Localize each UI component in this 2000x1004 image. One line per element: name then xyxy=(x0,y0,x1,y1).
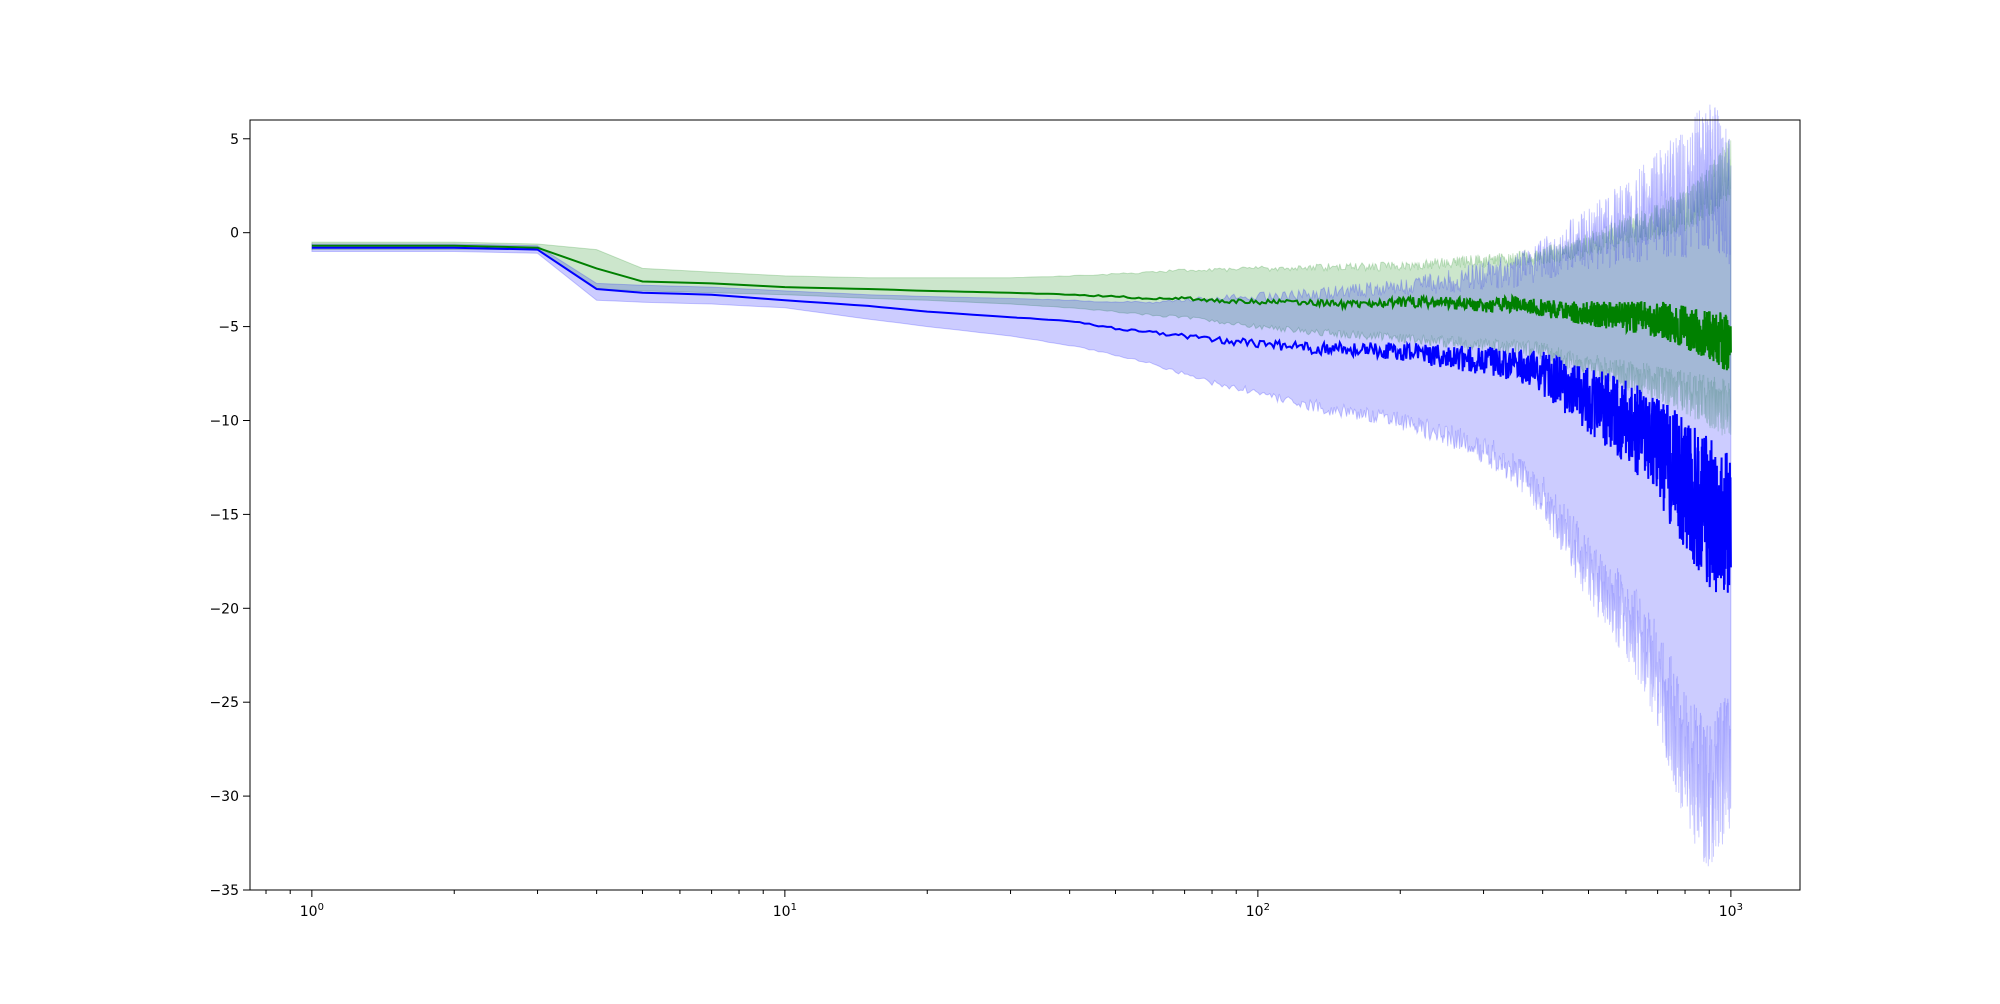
x-tick-label: 100 xyxy=(300,902,324,920)
series-lines xyxy=(311,244,1732,593)
y-axis: 5 0 −5 −10 −15 −20 −25 −30 −35 xyxy=(209,132,250,899)
y-tick-label: −15 xyxy=(209,507,239,523)
line-series-1 xyxy=(311,246,1732,593)
y-tick-label: −30 xyxy=(209,789,239,805)
y-tick-label: −10 xyxy=(209,413,239,429)
confidence-bands xyxy=(311,104,1732,867)
band-series-1 xyxy=(311,104,1732,867)
plot-area-frame xyxy=(249,119,1801,891)
x-tick-label: 103 xyxy=(1719,902,1743,920)
line-series-0 xyxy=(311,244,1732,371)
band-series-0 xyxy=(311,139,1732,436)
x-axis: 100 101 102 103 xyxy=(265,890,1743,920)
y-tick-label: −5 xyxy=(218,320,239,336)
y-tick-label: −35 xyxy=(209,883,239,899)
y-tick-label: −20 xyxy=(209,601,239,617)
y-tick-label: −25 xyxy=(209,695,239,711)
x-tick-label: 101 xyxy=(773,902,797,920)
x-tick-label: 102 xyxy=(1246,902,1270,920)
y-tick-label: 5 xyxy=(230,132,239,148)
y-tick-label: 0 xyxy=(230,226,239,242)
